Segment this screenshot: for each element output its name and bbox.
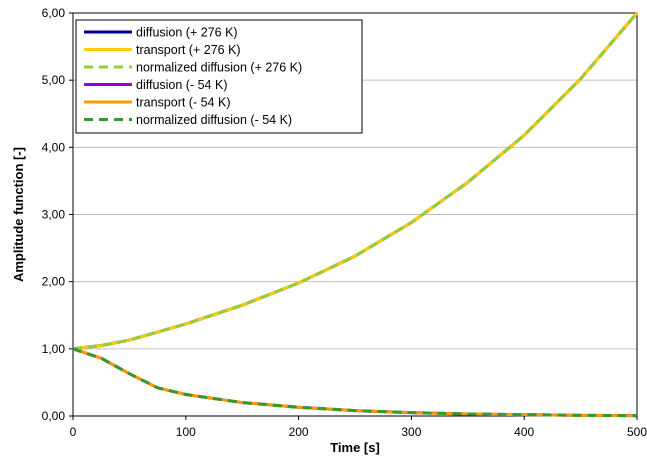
legend-label: transport (+ 276 K) — [136, 43, 241, 57]
series-line-4 — [72, 347, 638, 418]
series-line-2 — [72, 12, 639, 351]
y-tick-label: 1,00 — [42, 342, 66, 356]
legend-box — [75, 19, 363, 134]
y-tick-label: 6,00 — [42, 6, 66, 20]
y-tick-labels: 0,00 1,00 2,00 3,00 4,00 5,00 6,00 — [42, 6, 73, 423]
legend-label: transport (- 54 K) — [136, 96, 230, 110]
y-tick-label: 3,00 — [42, 208, 66, 222]
legend-label: diffusion (+ 276 K) — [136, 26, 238, 40]
y-tick-label: 5,00 — [42, 73, 66, 87]
legend-label: diffusion (- 54 K) — [136, 78, 227, 92]
series-line-5 — [72, 347, 638, 418]
x-tick-label: 500 — [627, 425, 647, 439]
legend: diffusion (+ 276 K) transport (+ 276 K) no… — [75, 19, 363, 134]
legend-label: normalized diffusion (- 54 K) — [136, 113, 292, 127]
series-layer — [72, 12, 639, 418]
legend-label: normalized diffusion (+ 276 K) — [136, 61, 302, 75]
series-line-6 — [72, 347, 638, 418]
x-tick-label: 100 — [176, 425, 196, 439]
y-tick-label: 4,00 — [42, 140, 66, 154]
x-tick-label: 400 — [514, 425, 534, 439]
x-tick-label: 0 — [70, 425, 77, 439]
x-tick-label: 300 — [401, 425, 421, 439]
y-axis-title: Amplitude function [-] — [11, 147, 26, 282]
y-tick-label: 2,00 — [42, 275, 66, 289]
y-tick-label: 0,00 — [42, 409, 66, 423]
x-tick-label: 200 — [289, 425, 309, 439]
x-tick-labels: 0 100 200 300 400 500 — [70, 416, 647, 439]
x-axis-title: Time [s] — [330, 440, 380, 455]
